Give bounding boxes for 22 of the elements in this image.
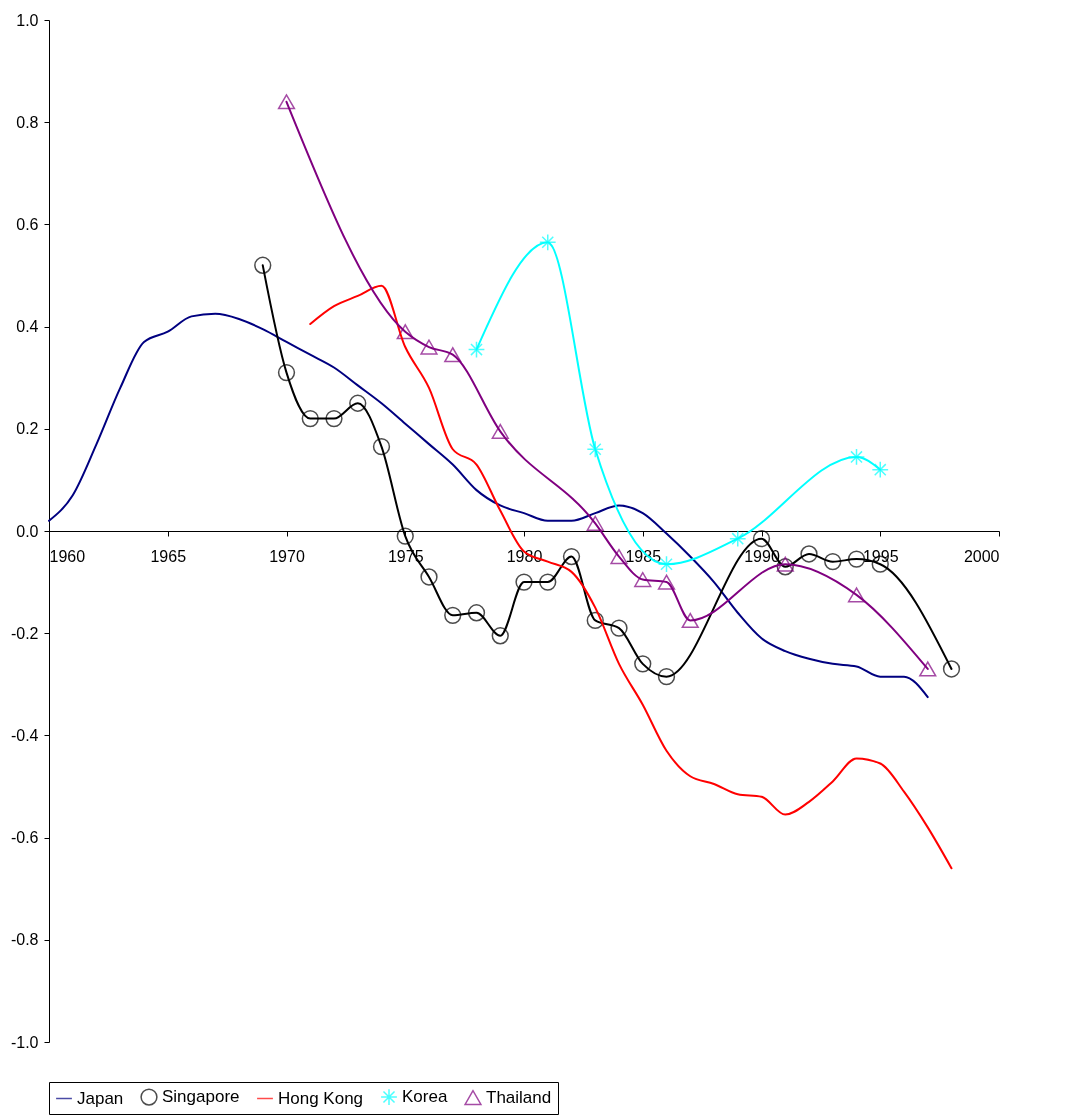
y-tick-label: -0.2 — [10, 624, 39, 642]
y-tick-label: 0.8 — [16, 113, 39, 131]
y-tick-label: 0.2 — [16, 420, 39, 438]
y-tick-label: 0.4 — [16, 318, 39, 336]
y-tick-label: 0.0 — [16, 522, 39, 540]
legend-label: Thailand — [486, 1087, 552, 1107]
line-series — [309, 284, 953, 870]
x-tick-label: 1960 — [49, 547, 86, 565]
x-tick-label: 1970 — [269, 547, 305, 565]
legend-label: Korea — [402, 1087, 448, 1107]
y-tick-label: -1.0 — [10, 1033, 39, 1051]
y-tick-label: 1.0 — [16, 11, 39, 29]
y-tick-label: -0.8 — [10, 931, 39, 949]
line-series — [48, 312, 929, 699]
legend-label: Singapore — [162, 1087, 240, 1107]
y-tick-label: -0.6 — [10, 829, 39, 847]
x-tick-label: 2000 — [963, 547, 1000, 565]
legend-label: Japan — [77, 1088, 124, 1108]
y-tick-label: -0.4 — [10, 726, 39, 744]
legend-label: Hong Kong — [278, 1088, 364, 1108]
y-tick-label: 0.6 — [16, 215, 39, 233]
x-tick-label: 1965 — [150, 547, 187, 565]
